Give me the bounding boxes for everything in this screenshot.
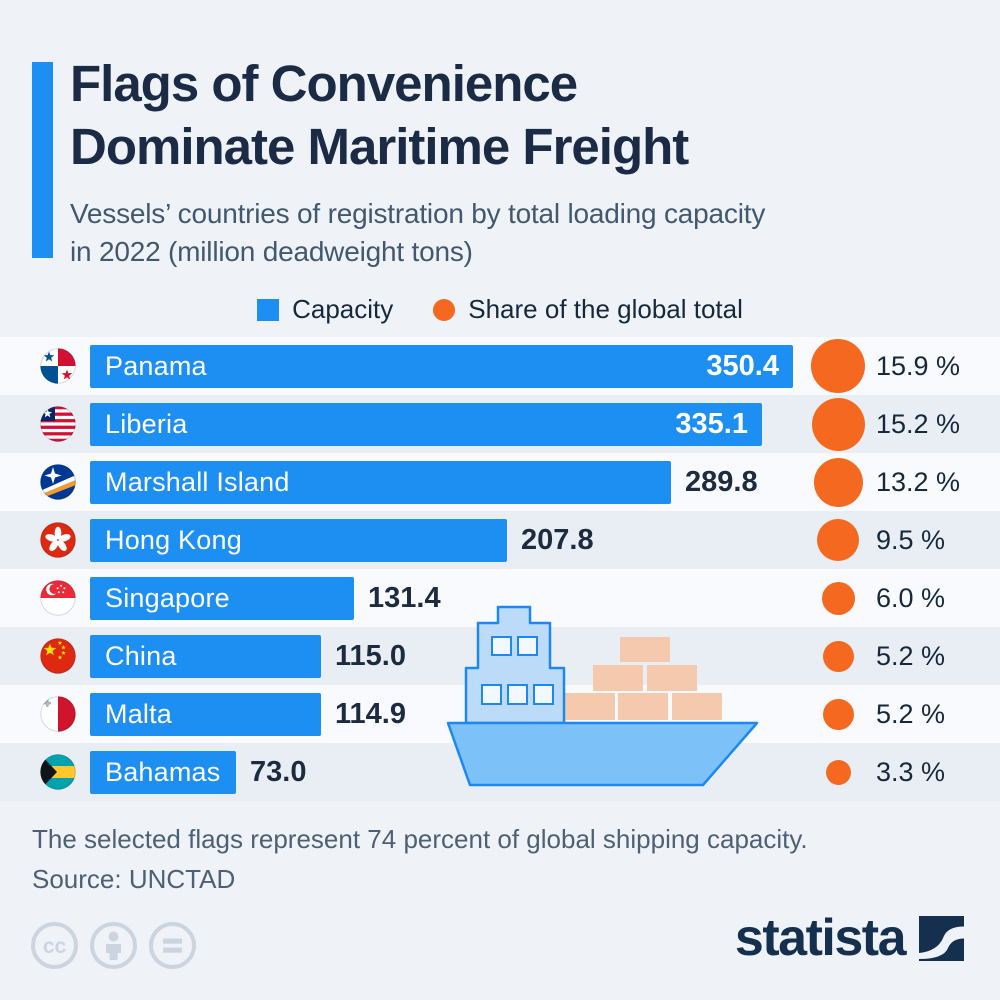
capacity-legend-label: Capacity [292, 294, 394, 324]
bridge-windows [481, 636, 554, 705]
table-row: Marshall Island 289.8 13.2 % [0, 453, 1000, 511]
country-label: Malta [105, 699, 173, 729]
country-label: Liberia [105, 409, 188, 439]
cc-attribution-icon [90, 922, 137, 969]
share-circle [822, 640, 854, 672]
capacity-bar [90, 403, 762, 446]
capacity-value: 335.1 [675, 408, 748, 440]
share-value: 3.3 % [876, 757, 946, 787]
cc-license-icons: cc [30, 921, 197, 970]
source-label: Source: UNCTAD [32, 864, 236, 894]
hong-kong-flag-icon [40, 522, 76, 558]
title-accent-bar [32, 62, 53, 258]
capacity-bar [90, 693, 321, 736]
capacity-value: 131.4 [368, 582, 441, 614]
ship-bridge [464, 605, 566, 725]
title-line1: Flags of Convenience [70, 55, 578, 112]
legend-item-share: Share of the global total [433, 294, 743, 325]
legend: Capacity Share of the global total [0, 294, 1000, 325]
capacity-bar [90, 635, 321, 678]
share-legend-label: Share of the global total [468, 294, 743, 324]
capacity-bar [90, 751, 236, 794]
china-flag-icon [40, 638, 76, 674]
statista-wordmark: statista [734, 909, 907, 967]
table-row: Hong Kong 207.8 9.5 % [0, 511, 1000, 569]
country-label: Marshall Island [105, 467, 290, 497]
capacity-value: 73.0 [250, 756, 307, 788]
share-value: 15.9 % [876, 351, 961, 381]
share-value: 15.2 % [876, 409, 961, 439]
page-subtitle: Vessels’ countries of registration by to… [70, 195, 970, 271]
capacity-bar [90, 519, 507, 562]
chart-note: The selected flags represent 74 percent … [32, 824, 808, 854]
page-title: Flags of Convenience Dominate Maritime F… [70, 52, 970, 178]
share-dot-icon [433, 298, 456, 321]
share-circle [811, 339, 865, 393]
capacity-bar [90, 577, 354, 620]
singapore-flag-icon [40, 580, 76, 616]
svg-text:cc: cc [43, 935, 67, 958]
share-value: 5.2 % [876, 641, 946, 671]
capacity-value: 114.9 [335, 698, 406, 730]
country-label: Panama [105, 351, 207, 381]
table-row: Liberia 335.1 15.2 % [0, 395, 1000, 453]
capacity-bar [90, 461, 671, 504]
country-label: Singapore [105, 583, 230, 613]
subtitle-line2: in 2022 (million deadweight tons) [70, 236, 473, 267]
title-line2: Dominate Maritime Freight [70, 118, 689, 175]
share-circle [811, 397, 865, 451]
panama-flag-icon [40, 348, 76, 384]
share-value: 9.5 % [876, 525, 946, 555]
share-circle [825, 759, 851, 785]
table-row: Panama 350.4 15.9 % [0, 337, 1000, 395]
capacity-bar [90, 345, 793, 388]
cargo-ship-illustration [446, 605, 759, 787]
capacity-value: 207.8 [521, 524, 594, 556]
bahamas-flag-icon [40, 754, 76, 790]
capacity-value: 289.8 [685, 466, 758, 498]
capacity-value: 115.0 [335, 640, 406, 672]
country-label: China [105, 641, 177, 671]
capacity-value: 350.4 [706, 350, 779, 382]
share-circle [822, 698, 854, 730]
share-value: 13.2 % [876, 467, 961, 497]
country-label: Bahamas [105, 757, 221, 787]
legend-item-capacity: Capacity [257, 294, 393, 325]
share-circle [817, 519, 859, 561]
statista-logo-icon [919, 915, 964, 961]
malta-flag-icon [40, 696, 76, 732]
share-circle [821, 581, 855, 615]
share-value: 5.2 % [876, 699, 946, 729]
ship-hull [446, 721, 759, 787]
statista-logo: statista [735, 908, 964, 968]
capacity-swatch-icon [257, 298, 280, 321]
table-row: Singapore 131.4 6.0 % [0, 569, 1000, 627]
share-circle [813, 457, 863, 507]
cargo-boxes [565, 637, 722, 720]
cc-icon: cc [31, 922, 78, 969]
liberia-flag-icon [40, 406, 76, 442]
marshall-islands-flag-icon [40, 464, 76, 500]
cc-equal-icon [149, 922, 196, 969]
share-value: 6.0 % [876, 583, 946, 613]
country-label: Hong Kong [105, 525, 242, 555]
subtitle-line1: Vessels’ countries of registration by to… [70, 198, 766, 229]
